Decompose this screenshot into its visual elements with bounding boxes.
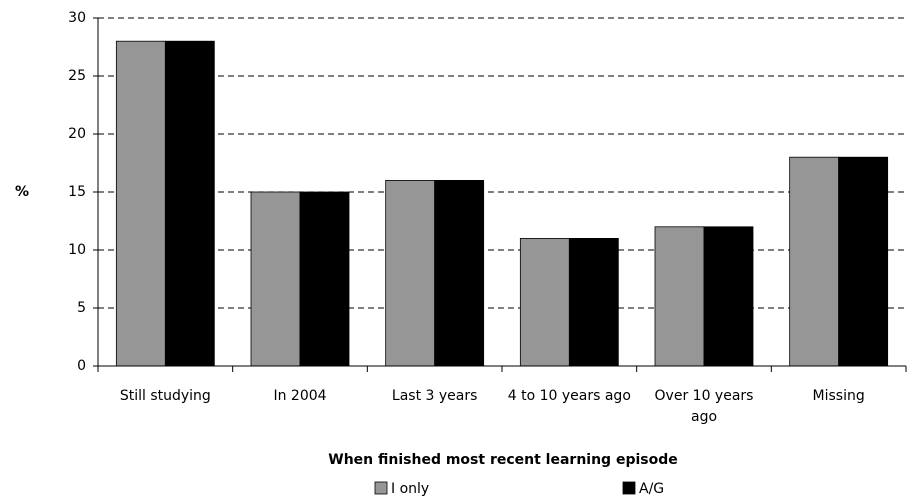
legend-swatch <box>374 481 388 495</box>
x-tick-label: Missing <box>812 388 865 404</box>
x-tick-label: Last 3 years <box>391 388 478 404</box>
bar <box>164 40 215 367</box>
bar <box>115 40 166 367</box>
legend-label: I only <box>391 481 429 497</box>
bar <box>568 237 619 367</box>
y-tick-label: 15 <box>68 184 86 200</box>
bar <box>519 237 570 367</box>
bar <box>434 179 485 367</box>
y-tick-label: 20 <box>68 126 86 142</box>
y-tick-label: 0 <box>77 358 86 374</box>
x-tick-label: Still studying <box>119 388 211 404</box>
bar <box>654 226 705 367</box>
y-tick-label: 25 <box>68 68 86 84</box>
bar <box>789 156 840 367</box>
bar <box>385 179 436 367</box>
bar <box>299 191 350 367</box>
bar <box>838 156 889 367</box>
y-tick-label: 30 <box>68 10 86 26</box>
legend-label: A/G <box>639 481 664 497</box>
x-tick-label: Over 10 years ago <box>654 388 754 425</box>
y-axis-label: % <box>15 184 29 200</box>
y-tick-label: 5 <box>77 300 86 316</box>
y-tick-label: 10 <box>68 242 86 258</box>
x-axis-label: When finished most recent learning episo… <box>328 452 677 468</box>
legend-swatch <box>622 481 636 495</box>
bar <box>250 191 301 367</box>
x-tick-label: In 2004 <box>273 388 327 404</box>
x-tick-label: 4 to 10 years ago <box>507 388 631 404</box>
bar <box>703 226 754 367</box>
